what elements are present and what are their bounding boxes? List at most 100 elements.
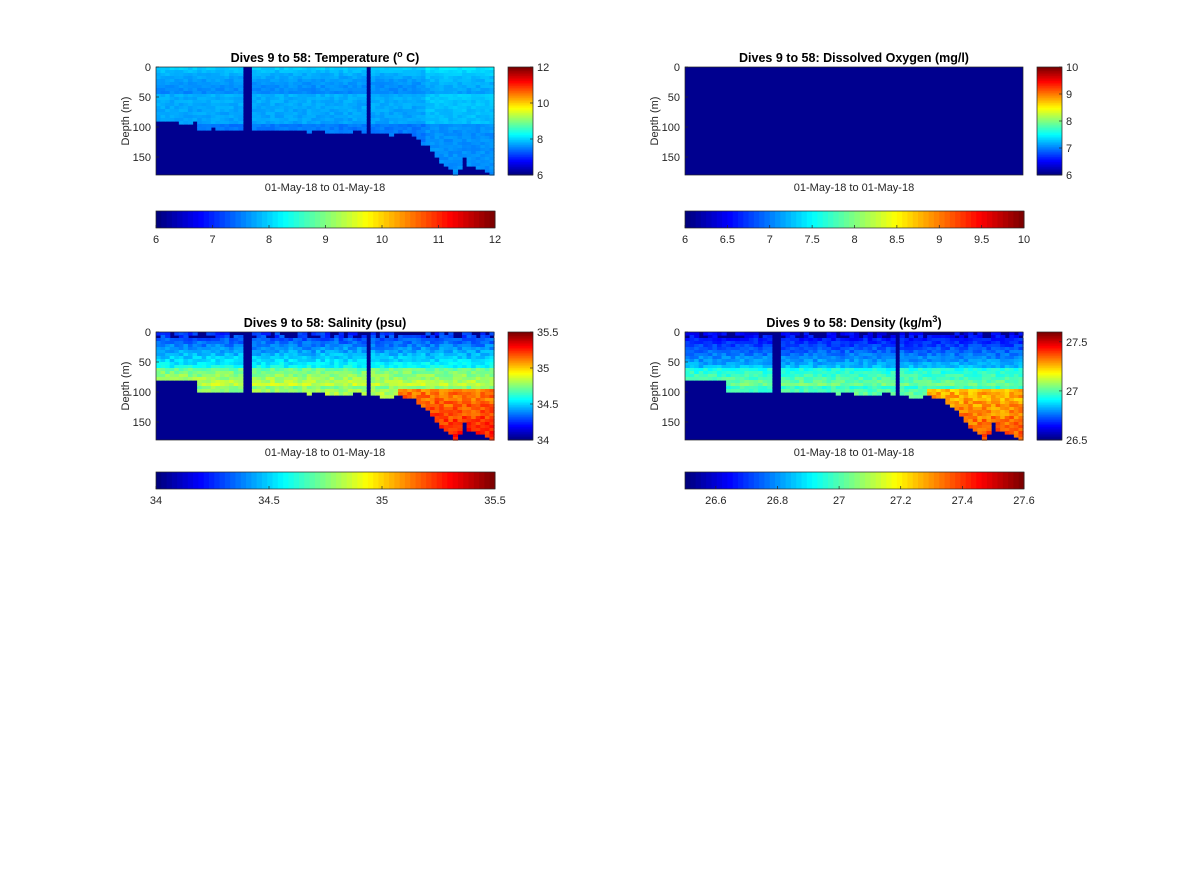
- heatmap-cell: [156, 88, 162, 92]
- heatmap-cell: [448, 157, 454, 161]
- heatmap-cell: [443, 344, 449, 348]
- heatmap-cell: [803, 356, 809, 360]
- heatmap-cell: [238, 127, 244, 131]
- heatmap-cell: [712, 377, 718, 381]
- heatmap-cell: [334, 365, 340, 369]
- heatmap-cell: [443, 73, 449, 77]
- heatmap-cell: [393, 85, 399, 89]
- heatmap-cell: [936, 377, 942, 381]
- heatmap-cell: [334, 383, 340, 387]
- heatmap-cell: [425, 76, 431, 80]
- heatmap-cell: [375, 70, 381, 74]
- heatmap-cell: [306, 365, 312, 369]
- heatmap-cell: [767, 374, 773, 378]
- heatmap-cell: [398, 365, 404, 369]
- heatmap-cell: [420, 374, 427, 378]
- heatmap-cell: [899, 335, 905, 339]
- colorbar-segment: [198, 211, 205, 228]
- heatmap-cell: [945, 383, 951, 387]
- heatmap-cell: [201, 100, 207, 104]
- heatmap-cell: [794, 347, 800, 351]
- heatmap-cell: [471, 94, 477, 98]
- heatmap-cell: [279, 67, 285, 71]
- heatmap-cell: [434, 73, 440, 77]
- colorbar-segment: [1037, 97, 1062, 100]
- heatmap-cell: [174, 350, 180, 354]
- heatmap-cell: [452, 398, 459, 402]
- heatmap-cell: [430, 85, 436, 89]
- heatmap-cell: [384, 341, 390, 345]
- heatmap-cell: [480, 374, 486, 378]
- heatmap-cell: [858, 347, 864, 351]
- heatmap-cell: [867, 380, 873, 384]
- heatmap-cell: [694, 374, 700, 378]
- heatmap-cell: [420, 395, 427, 399]
- heatmap-cell: [361, 76, 367, 80]
- heatmap-cell: [425, 142, 431, 146]
- heatmap-cell: [187, 91, 194, 95]
- heatmap-cell: [954, 368, 960, 372]
- heatmap-cell: [229, 338, 235, 342]
- heatmap-cell: [835, 377, 841, 381]
- heatmap-cell: [452, 115, 459, 119]
- heatmap-cell: [462, 145, 468, 149]
- heatmap-cell: [416, 392, 422, 396]
- heatmap-cell: [393, 109, 399, 113]
- heatmap-cell: [261, 73, 267, 77]
- heatmap-cell: [471, 121, 477, 125]
- heatmap-cell: [325, 386, 331, 390]
- heatmap-cell: [917, 335, 924, 339]
- heatmap-cell: [293, 368, 299, 372]
- heatmap-cell: [452, 151, 459, 155]
- heatmap-cell: [790, 359, 796, 363]
- heatmap-cell: [393, 127, 399, 131]
- heatmap-cell: [448, 359, 454, 363]
- heatmap-cell: [325, 353, 331, 357]
- heatmap-cell: [224, 118, 230, 122]
- heatmap-cell: [297, 359, 303, 363]
- heatmap-cell: [352, 76, 358, 80]
- heatmap-cell: [466, 374, 472, 378]
- colorbar-segment: [992, 211, 999, 228]
- colorbar-segment: [508, 411, 533, 414]
- heatmap-cell: [972, 407, 978, 411]
- heatmap-cell: [840, 353, 846, 357]
- heatmap-cell: [416, 118, 422, 122]
- heatmap-cell: [384, 97, 390, 101]
- heatmap-cell: [306, 67, 312, 71]
- heatmap-cell: [434, 398, 440, 402]
- heatmap-cell: [471, 350, 477, 354]
- heatmap-cell: [238, 97, 244, 101]
- heatmap-cell: [448, 151, 454, 155]
- heatmap-cell: [215, 344, 221, 348]
- colorbar-segment: [508, 67, 533, 70]
- heatmap-cell: [945, 362, 951, 366]
- heatmap-cell: [748, 338, 755, 342]
- heatmap-cell: [913, 350, 919, 354]
- heatmap-cell: [311, 88, 317, 92]
- heatmap-cell: [885, 353, 892, 357]
- heatmap-cell: [356, 106, 363, 110]
- heatmap-cell: [698, 377, 704, 381]
- heatmap-cell: [219, 365, 226, 369]
- heatmap-cell: [297, 386, 303, 390]
- heatmap-cell: [762, 353, 768, 357]
- heatmap-cell: [425, 67, 431, 71]
- heatmap-cell: [977, 425, 983, 429]
- heatmap-cell: [320, 338, 326, 342]
- heatmap-cell: [489, 338, 495, 342]
- heatmap-cell: [402, 368, 408, 372]
- heatmap-cell: [434, 76, 440, 80]
- heatmap-cell: [867, 374, 873, 378]
- heatmap-cell: [840, 383, 846, 387]
- heatmap-cell: [425, 359, 431, 363]
- heatmap-cell: [224, 353, 230, 357]
- heatmap-cell: [452, 103, 459, 107]
- heatmap-cell: [311, 94, 317, 98]
- heatmap-cell: [279, 350, 285, 354]
- heatmap-cell: [183, 103, 189, 107]
- heatmap-cell: [201, 386, 207, 390]
- heatmap-cell: [370, 88, 376, 92]
- heatmap-cell: [753, 362, 759, 366]
- heatmap-cell: [954, 353, 960, 357]
